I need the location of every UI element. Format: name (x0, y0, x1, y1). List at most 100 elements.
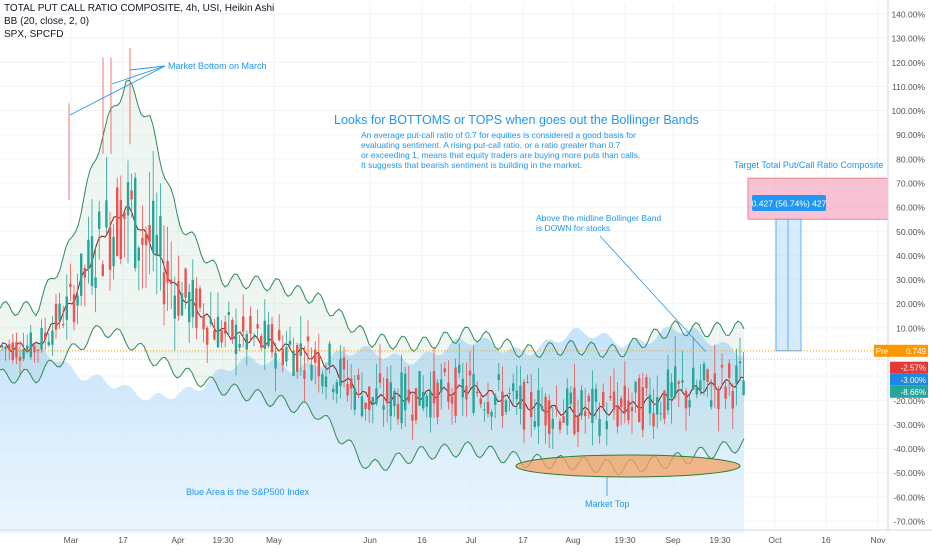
candle-body (238, 344, 241, 348)
candle (263, 299, 266, 371)
target-badge-bg (752, 195, 826, 211)
change-tag-blue[interactable]: -3.00% (890, 373, 928, 386)
candle (180, 281, 184, 316)
candle (126, 160, 130, 264)
candle (440, 363, 443, 410)
candle (306, 320, 310, 363)
candle-body (137, 247, 140, 261)
candle (443, 361, 446, 377)
candle-body (490, 412, 493, 417)
candle (101, 260, 104, 277)
candle (598, 402, 601, 444)
candle-body (710, 400, 713, 407)
candle (69, 263, 72, 301)
candle-body (220, 329, 223, 343)
candle (270, 316, 274, 359)
y-tick-label: -70.00% (893, 517, 925, 527)
candle (40, 319, 43, 353)
candle (321, 370, 324, 394)
candle-body (288, 340, 292, 345)
last-price-tag[interactable]: 0.749 (890, 344, 928, 357)
candle-body (533, 421, 536, 427)
candle-body (656, 397, 659, 415)
legend-spx-line[interactable]: SPX, SPCFD (4, 29, 64, 40)
body-text-line: It suggests that bearish sentiment is bu… (361, 160, 582, 170)
candle (15, 332, 18, 365)
candle (407, 365, 410, 404)
candle (33, 343, 36, 363)
candle-body (645, 377, 648, 389)
candle-body (51, 330, 54, 345)
candle (504, 398, 508, 415)
candle-body (519, 385, 522, 410)
y-tick-label: 90.00% (896, 130, 925, 140)
y-tick-label: 120.00% (891, 58, 925, 68)
change-tag-red[interactable]: -2.57% (890, 361, 928, 374)
candle (281, 335, 284, 373)
legend-bb-line[interactable]: BB (20, close, 2, 0) (4, 16, 90, 27)
candle (267, 311, 270, 349)
candle-body (548, 400, 551, 435)
candle (666, 355, 670, 415)
candle (256, 309, 259, 341)
legend-symbol-line[interactable]: TOTAL PUT CALL RATIO COMPOSITE, 4h, USI,… (4, 3, 275, 14)
candle (465, 362, 468, 417)
candle-body (569, 392, 572, 404)
candle (638, 374, 641, 423)
y-tick-label: 130.00% (891, 34, 925, 44)
candle (339, 344, 342, 399)
candle-body (335, 382, 338, 394)
candle-body (684, 391, 688, 409)
market-top-ellipse (515, 454, 741, 478)
x-tick-label: Oct (768, 535, 782, 545)
target-badge[interactable]: 0.427 (56.74%) 427 (752, 195, 827, 211)
candle-body (735, 365, 738, 384)
y-tick-label: -60.00% (893, 492, 925, 502)
candle-body (94, 277, 97, 288)
candle-body (670, 382, 673, 398)
candle (303, 346, 306, 402)
candle (62, 305, 65, 328)
candle-body (555, 407, 558, 410)
candle (591, 370, 594, 446)
candle (609, 376, 612, 402)
candle (18, 341, 22, 374)
candle (231, 317, 234, 344)
x-tick-label: Jun (363, 535, 377, 545)
candle (544, 392, 547, 444)
candle-body (432, 371, 436, 404)
candle-body (267, 324, 270, 347)
candle (497, 362, 500, 392)
candle (573, 363, 576, 436)
candle (317, 333, 320, 393)
candle-body (170, 279, 173, 285)
candle-body (695, 387, 698, 395)
candle-body (450, 396, 454, 404)
y-tick-label: -20.00% (893, 396, 925, 406)
market-bottom-arrow (69, 65, 166, 116)
candle-body (360, 396, 364, 417)
pre-tag[interactable]: Pre (874, 344, 890, 357)
candle (324, 362, 328, 400)
candle-body (364, 402, 367, 409)
candle (688, 393, 691, 416)
candle (137, 245, 140, 291)
change-tag-green[interactable]: -8.66% (890, 385, 928, 398)
candle-body (566, 388, 569, 426)
candle-body (33, 345, 36, 353)
candle-body (677, 381, 680, 384)
candle (425, 393, 428, 418)
candle-body (389, 382, 392, 417)
candle (706, 368, 709, 397)
candle-body (116, 187, 119, 257)
y-tick-label: 80.00% (896, 154, 925, 164)
candle (461, 362, 464, 417)
change-tag-red-bg (890, 361, 928, 374)
candle (490, 409, 493, 431)
candle-body (562, 416, 565, 423)
candle (479, 391, 482, 409)
candle-body (188, 291, 191, 322)
candle (76, 273, 79, 325)
